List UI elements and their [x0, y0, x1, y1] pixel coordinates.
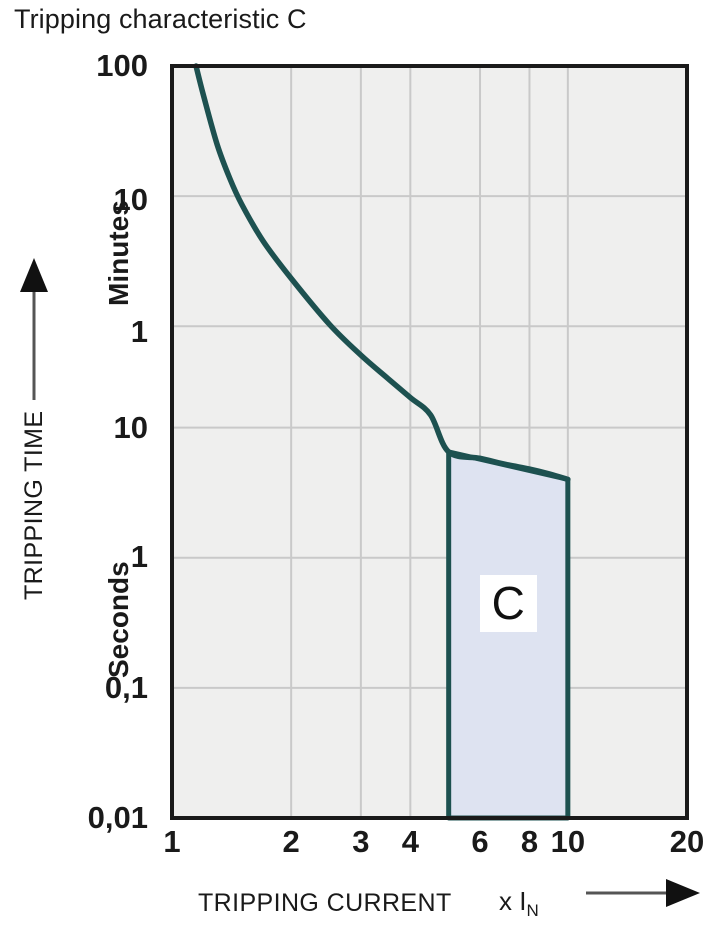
- page-title: Tripping characteristic C: [14, 4, 307, 34]
- x-axis-multiplier-subscript: N: [526, 901, 539, 921]
- x-tick-label-8: 8: [520, 824, 539, 859]
- tripping-band-c: [446, 449, 571, 821]
- x-tick-label-1: 1: [163, 824, 181, 859]
- x-tick-label-2: 2: [282, 824, 300, 859]
- up-arrow-icon: [20, 258, 48, 400]
- y-tick-label-6: 0,01: [87, 800, 148, 835]
- band-label-c: C: [491, 577, 525, 630]
- y-tick-label-4: 1: [130, 539, 148, 574]
- y-tick-label-5: 0,1: [104, 670, 148, 705]
- y-tick-label-3: 10: [113, 410, 148, 445]
- y-tick-label-2: 1: [130, 314, 148, 349]
- right-arrow-icon: [586, 879, 700, 907]
- y-axis-title: TRIPPING TIME: [20, 410, 48, 600]
- tripping-curve: [193, 63, 571, 483]
- y-tick-label-0: 100: [96, 48, 148, 83]
- horizontal-gridlines: [172, 195, 687, 689]
- x-axis-multiplier: x IN: [499, 886, 539, 921]
- x-tick-label-3: 3: [352, 824, 370, 859]
- y-tick-label-1: 10: [113, 182, 148, 217]
- y-axis-unit-minutes: Minutes: [103, 200, 134, 306]
- plot-area-background: [172, 66, 687, 818]
- band-label-patch: C: [479, 574, 537, 632]
- x-tick-label-4: 4: [401, 824, 419, 859]
- x-tick-label-6: 6: [471, 824, 489, 859]
- x-axis-multiplier-text: x I: [499, 886, 527, 916]
- y-axis-unit-seconds: Seconds: [103, 561, 134, 678]
- x-tick-label-10: 10: [550, 824, 586, 859]
- x-axis-title: TRIPPING CURRENT: [198, 889, 452, 917]
- plot-frame: [170, 64, 689, 820]
- x-tick-label-20: 20: [669, 824, 705, 859]
